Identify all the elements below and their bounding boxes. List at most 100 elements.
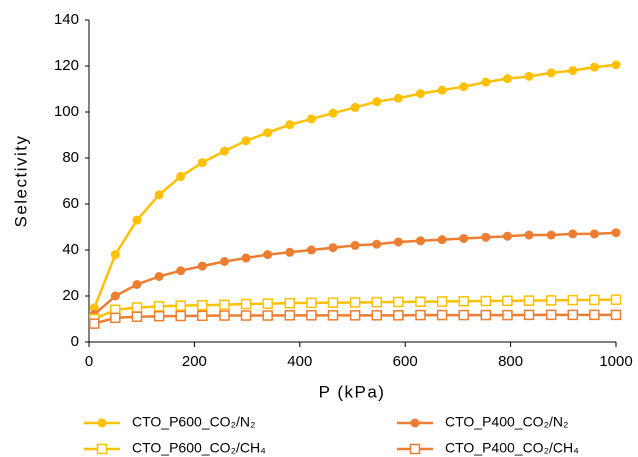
marker: [437, 85, 447, 95]
marker: [176, 266, 186, 276]
marker: [285, 247, 295, 257]
marker: [197, 158, 207, 168]
marker: [371, 310, 382, 321]
marker: [611, 228, 621, 238]
y-tick-label: 100: [54, 103, 79, 120]
marker: [197, 310, 208, 322]
marker: [481, 77, 491, 87]
x-axis-label: P (kPa): [319, 382, 386, 401]
x-tick-label: 1000: [599, 353, 632, 370]
marker: [436, 309, 448, 321]
marker: [219, 310, 230, 321]
marker: [459, 234, 469, 243]
marker: [480, 309, 492, 321]
marker: [524, 71, 534, 81]
legend-label: CTO_P600_CO₂/N₂: [132, 414, 255, 430]
marker: [415, 89, 425, 99]
y-axis-label: Selectivity: [11, 134, 30, 227]
marker: [197, 261, 207, 271]
marker: [241, 136, 251, 146]
marker: [393, 237, 403, 247]
marker: [219, 257, 229, 266]
marker: [480, 295, 492, 307]
marker: [546, 230, 556, 240]
marker: [328, 108, 338, 118]
marker: [153, 310, 165, 322]
marker: [131, 302, 143, 313]
marker: [132, 280, 142, 289]
y-tick-label: 20: [62, 287, 79, 304]
x-tick-label: 600: [393, 353, 418, 370]
marker: [240, 298, 252, 310]
y-tick-label: 60: [62, 195, 79, 212]
marker: [393, 93, 403, 103]
marker: [393, 296, 404, 308]
marker: [219, 146, 229, 156]
marker: [350, 102, 360, 112]
legend-marker: [409, 443, 421, 455]
marker: [110, 291, 120, 301]
marker: [131, 311, 143, 322]
legend-label: CTO_P600_CO₂/CH₄: [132, 440, 266, 456]
marker: [175, 300, 186, 311]
marker: [568, 229, 578, 239]
marker: [262, 298, 273, 309]
marker: [502, 309, 513, 321]
marker: [132, 215, 142, 225]
marker: [589, 294, 600, 306]
x-tick-label: 400: [287, 353, 312, 370]
marker: [459, 82, 469, 92]
legend-marker: [410, 418, 420, 428]
marker: [263, 250, 273, 260]
marker: [481, 232, 491, 242]
marker: [437, 235, 447, 245]
marker: [415, 296, 426, 307]
marker: [89, 318, 100, 329]
marker: [372, 239, 382, 249]
marker: [523, 295, 535, 306]
marker: [502, 231, 512, 241]
marker: [349, 310, 361, 321]
marker: [458, 296, 469, 307]
marker: [306, 310, 317, 321]
marker: [589, 62, 599, 72]
marker: [545, 295, 557, 306]
marker: [110, 250, 120, 260]
marker: [568, 66, 578, 76]
marker: [176, 171, 186, 181]
legend-label: CTO_P400_CO₂/N₂: [445, 414, 568, 430]
marker: [154, 190, 164, 200]
marker: [327, 310, 339, 321]
marker: [415, 309, 426, 321]
y-tick-label: 80: [62, 149, 79, 166]
marker: [219, 299, 230, 310]
y-tick-label: 140: [54, 11, 79, 28]
marker: [611, 60, 621, 70]
marker: [415, 236, 425, 246]
marker: [306, 114, 316, 124]
marker: [546, 68, 556, 78]
y-tick-label: 40: [62, 241, 79, 258]
marker: [262, 310, 273, 321]
series-line: [93, 63, 617, 309]
marker: [284, 297, 296, 309]
marker: [89, 303, 99, 313]
x-tick-label: 200: [182, 353, 207, 370]
marker: [285, 120, 295, 130]
marker: [393, 310, 404, 321]
marker: [436, 296, 448, 307]
marker: [306, 245, 316, 255]
marker: [502, 74, 512, 84]
marker: [350, 240, 360, 250]
marker: [567, 309, 579, 321]
marker: [241, 253, 251, 263]
marker: [458, 309, 469, 321]
legend-marker: [96, 443, 108, 455]
marker: [545, 309, 557, 321]
marker: [328, 243, 338, 253]
marker: [240, 310, 252, 321]
legend-label: CTO_P400_CO₂/CH₄: [445, 440, 579, 456]
y-tick-label: 120: [54, 57, 79, 74]
marker: [154, 271, 164, 281]
